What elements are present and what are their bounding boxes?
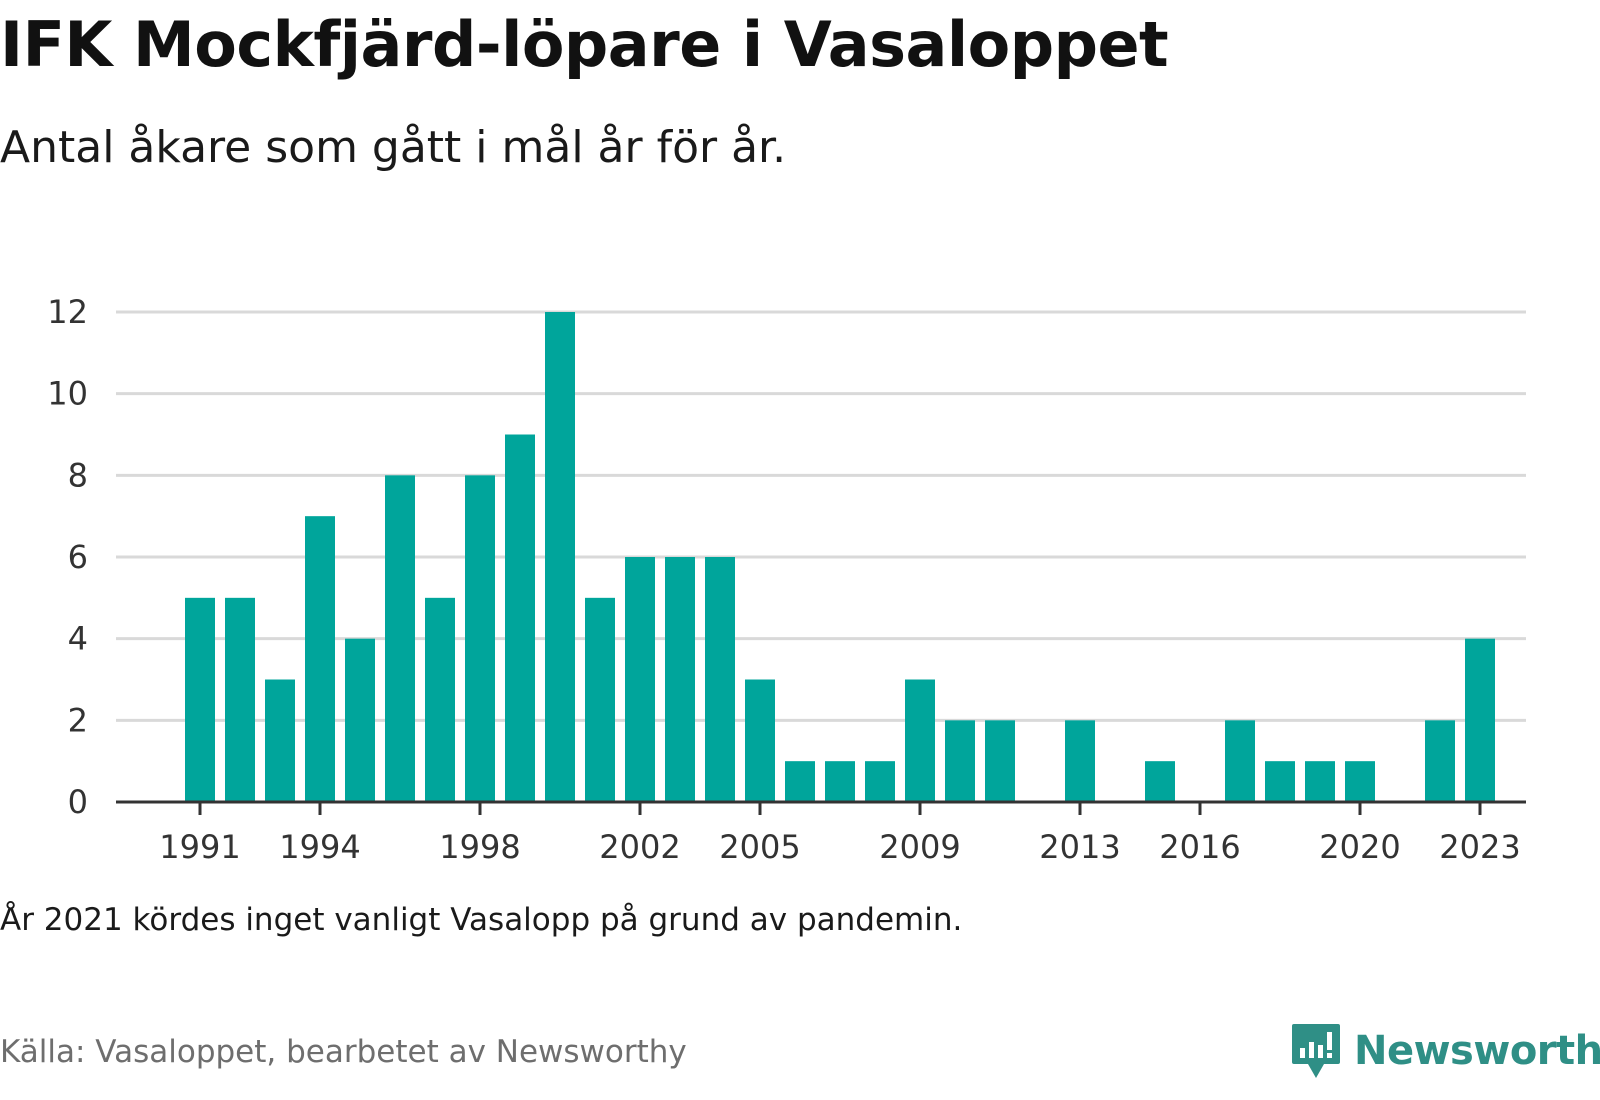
- bars: [185, 312, 1495, 802]
- bar: [665, 557, 695, 802]
- bar: [985, 720, 1015, 802]
- bar: [1065, 720, 1095, 802]
- x-tick-label: 1994: [279, 828, 360, 866]
- bar: [185, 597, 215, 802]
- bar: [1305, 761, 1335, 802]
- chart-speech-bubble-icon: [1292, 1024, 1340, 1078]
- bar: [1145, 761, 1175, 802]
- bar: [505, 434, 535, 802]
- y-tick-label: 4: [68, 620, 88, 658]
- chart-subtitle: Antal åkare som gått i mål år för år.: [0, 122, 787, 173]
- y-tick-label: 2: [68, 701, 88, 739]
- bar: [545, 312, 575, 802]
- bar: [425, 597, 455, 802]
- bar: [265, 679, 295, 802]
- newsworthy-logo: Newsworthy: [1290, 1022, 1600, 1080]
- bar: [1425, 720, 1455, 802]
- brand-name: Newsworthy: [1354, 1028, 1600, 1074]
- x-tick-label: 2009: [879, 828, 960, 866]
- x-tick-label: 2023: [1439, 828, 1520, 866]
- bar: [1225, 720, 1255, 802]
- bar: [625, 557, 655, 802]
- x-tick-label: 2002: [599, 828, 680, 866]
- bar: [1265, 761, 1295, 802]
- bar: [905, 679, 935, 802]
- x-tick-label: 1998: [439, 828, 520, 866]
- y-tick-label: 0: [68, 783, 88, 821]
- y-tick-label: 10: [47, 375, 88, 413]
- bar: [945, 720, 975, 802]
- bar: [745, 679, 775, 802]
- bar: [585, 597, 615, 802]
- y-tick-label: 6: [68, 538, 88, 576]
- bar: [465, 475, 495, 802]
- bar: [1345, 761, 1375, 802]
- y-tick-label: 12: [47, 293, 88, 331]
- chart-title: IFK Mockfjärd-löpare i Vasaloppet: [0, 8, 1169, 81]
- bar: [1465, 638, 1495, 802]
- source-credit: Källa: Vasaloppet, bearbetet av Newswort…: [0, 1034, 687, 1070]
- bar: [865, 761, 895, 802]
- x-tick-label: 2020: [1319, 828, 1400, 866]
- chart-footnote: År 2021 kördes inget vanligt Vasalopp på…: [0, 902, 963, 938]
- x-tick-label: 2016: [1159, 828, 1240, 866]
- bar: [345, 638, 375, 802]
- tick-labels: 0 2 4 6 8 10 12 1991 1994 1998 2002 2005 2009 2013 201…: [47, 293, 1520, 866]
- bar: [305, 516, 335, 802]
- x-tick-label: 2005: [719, 828, 800, 866]
- bar: [225, 597, 255, 802]
- bar: [705, 557, 735, 802]
- y-tick-label: 8: [68, 456, 88, 494]
- bar: [385, 475, 415, 802]
- x-axis: [116, 800, 1526, 815]
- x-tick-label: 1991: [159, 828, 240, 866]
- bar: [785, 761, 815, 802]
- x-tick-label: 2013: [1039, 828, 1120, 866]
- bar: [825, 761, 855, 802]
